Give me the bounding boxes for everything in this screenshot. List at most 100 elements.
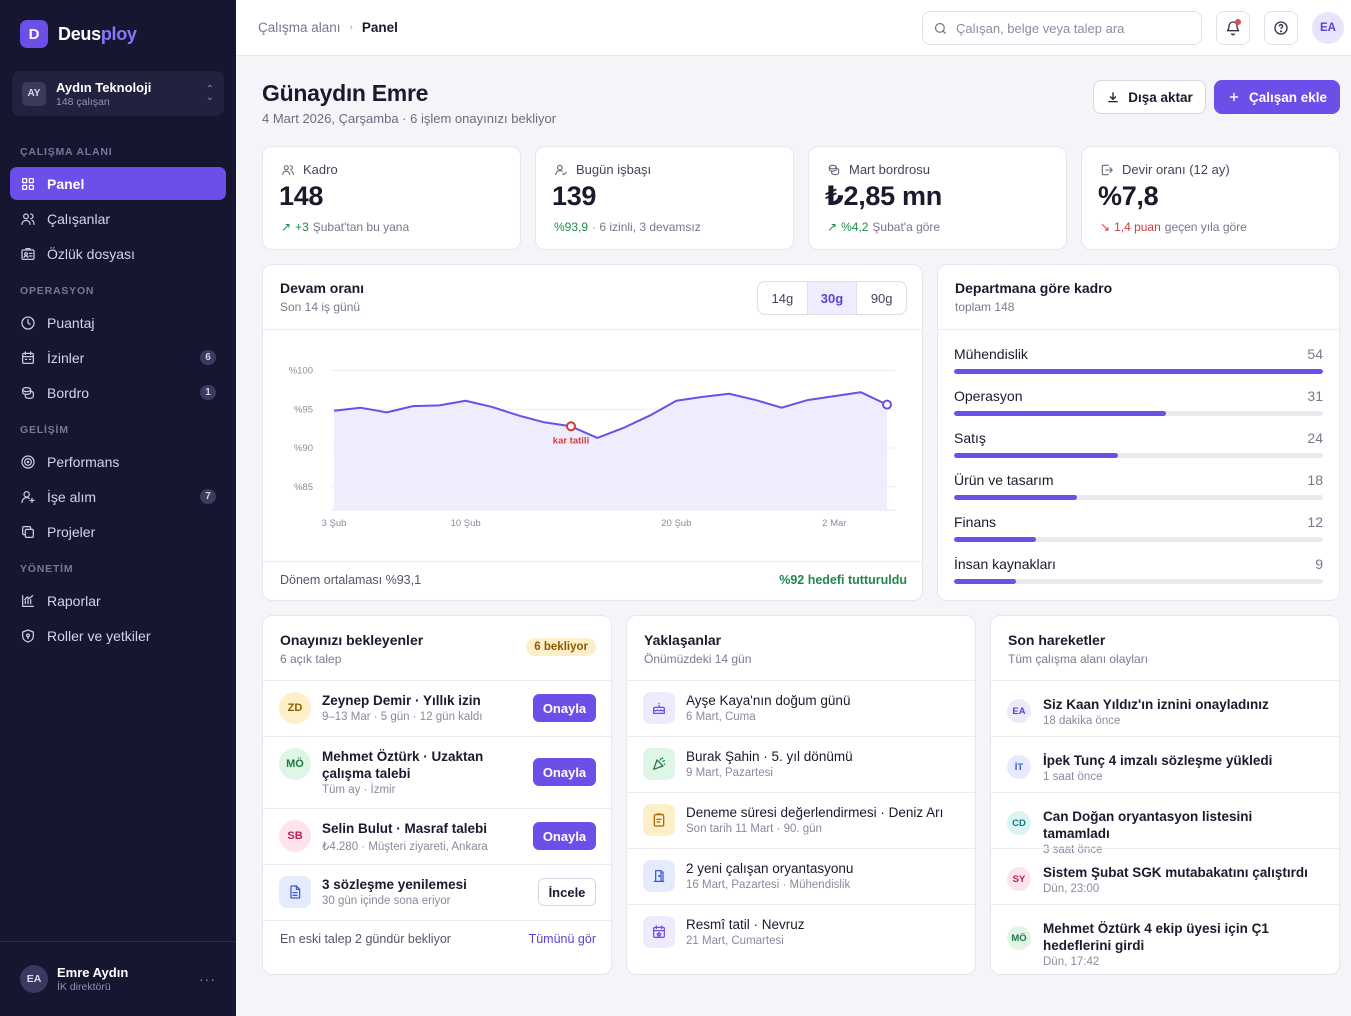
more-icon[interactable]: ··· [199, 971, 216, 987]
grid-icon [22, 177, 34, 190]
clipboard-icon [653, 813, 665, 827]
sidebar-item-label: Panel [47, 175, 85, 192]
range-14g[interactable]: 14g [758, 282, 808, 314]
dept-bar [954, 411, 1166, 416]
upcoming-title: Deneme süresi değerlendirmesi · Deniz Ar… [686, 805, 944, 820]
dept-bar [954, 453, 1118, 458]
export-button[interactable]: Dışa aktar [1093, 80, 1206, 114]
last-data-point[interactable] [882, 399, 892, 410]
activity-title: Son hareketler [1008, 632, 1106, 648]
approval-item[interactable]: ZD Zeynep Demir · Yıllık izin 9–13 Mar · 5… [279, 692, 519, 724]
review-button[interactable]: İncele [538, 878, 596, 906]
approve-button[interactable]: Onayla [533, 822, 596, 850]
approval-item[interactable]: MÖ Mehmet Öztürk · Uzaktan çalışma talebi… [279, 748, 519, 796]
kpi-note: geçen yıla göre [1164, 220, 1247, 234]
calendar-star-icon [653, 925, 665, 938]
page-title: Günaydın Emre [262, 80, 429, 106]
document-icon [290, 885, 301, 899]
brand[interactable]: D Deusploy [20, 20, 137, 48]
activity-title: Mehmet Öztürk 4 ekip üyesi için Ç1 hedef… [1043, 921, 1269, 953]
dept-name: Ürün ve tasarım [954, 472, 1054, 488]
activity-item[interactable]: SY Sistem Şubat SGK mutabakatını çalıştır… [1007, 864, 1327, 895]
sidebar-item-calisanlar[interactable]: Çalışanlar [10, 202, 226, 235]
help-button[interactable] [1264, 11, 1298, 45]
upcoming-title: Resmî tatil · Nevruz [686, 917, 805, 932]
notifications-button[interactable] [1216, 11, 1250, 45]
departments-title: Departmana göre kadro [955, 280, 1113, 296]
activity-item[interactable]: MÖ Mehmet Öztürk 4 ekip üyesi için Ç1 hed… [1007, 920, 1327, 968]
sidebar-item-projeler[interactable]: Projeler [10, 515, 226, 548]
party-icon [653, 757, 666, 770]
dept-bar-track [954, 537, 1323, 542]
view-all-link[interactable]: Tümünü gör [528, 932, 596, 946]
sidebar-item-label: İşe alım [47, 488, 97, 505]
user-plus-icon [21, 490, 35, 503]
range-30g[interactable]: 30g [807, 282, 858, 314]
sidebar-item-performans[interactable]: Performans [10, 445, 226, 478]
approval-item[interactable]: 3 sözleşme yenilemesi 30 gün içinde sona … [279, 876, 519, 908]
range-90g[interactable]: 90g [870, 290, 893, 306]
approve-button[interactable]: Onayla [533, 694, 596, 722]
activity-card: Son hareketler Tüm çalışma alanı olaylar… [990, 615, 1340, 975]
kpi-delta: +3 [295, 220, 309, 234]
dept-row-finans[interactable]: Finans 12 [954, 514, 1323, 542]
kpi-card-devir-orani-12-ay: Devir oranı (12 ay) %7,8 ↘ 1,4 puan geçen … [1081, 146, 1340, 250]
attendance-chart: %100 %95 %90 %85 kar tatili 3 Şub 10 Şub 20 Şub… [289, 366, 895, 529]
breadcrumb-root[interactable]: Çalışma alanı [258, 20, 341, 35]
sidebar-item-raporlar[interactable]: Raporlar [10, 584, 226, 617]
dept-bar-track [954, 453, 1323, 458]
sidebar-item-bordro[interactable]: Bordro 1 [10, 376, 226, 409]
approval-meta: 9–13 Mar · 5 gün · 12 gün kaldı [322, 711, 483, 723]
org-employee-count: 148 çalışan [56, 95, 110, 108]
sidebar-item-izinler[interactable]: İzinler 6 [10, 341, 226, 374]
dept-row-satis[interactable]: Satış 24 [954, 430, 1323, 458]
approve-button[interactable]: Onayla [533, 758, 596, 786]
calendar-icon [22, 350, 34, 364]
add-employee-button[interactable]: Çalışan ekle [1214, 80, 1340, 114]
topbar: Çalışma alanı › Panel EA [236, 0, 1351, 56]
activity-item[interactable]: İT İpek Tunç 4 imzalı sözleşme yükledi 1 s… [1007, 752, 1327, 783]
sidebar-item-label: Projeler [47, 523, 96, 540]
activity-item[interactable]: EA Siz Kaan Yıldız'ın iznini onayladınız 1… [1007, 696, 1327, 727]
org-switcher[interactable]: AY Aydın Teknoloji 148 çalışan ⌃ ⌄ [12, 71, 224, 116]
upcoming-item[interactable]: Deneme süresi değerlendirmesi · Deniz Ar… [643, 804, 963, 836]
dept-row-muhendislik[interactable]: Mühendislik 54 [954, 346, 1323, 374]
sidebar-item-puantaj[interactable]: Puantaj [10, 306, 226, 339]
kpi-note: · 6 izinli, 3 devamsız [592, 220, 701, 234]
oldest-request-note: En eski talep 2 gündür bekliyor [280, 932, 451, 946]
user-profile[interactable]: EA Emre Aydın İK direktörü ··· [0, 941, 236, 1016]
upcoming-item[interactable]: 2 yeni çalışan oryantasyonu 16 Mart, Paza… [643, 860, 963, 892]
avatar: SY [1007, 867, 1031, 891]
user-role: İK direktörü [57, 981, 111, 993]
upcoming-date: 21 Mart, Cumartesi [686, 935, 784, 947]
sidebar-item-label: Roller ve yetkiler [47, 627, 151, 644]
dept-row-operasyon[interactable]: Operasyon 31 [954, 388, 1323, 416]
target-status: %92 hedefi tutturuldu [779, 573, 907, 587]
attendance-subtitle: Son 14 iş günü [280, 300, 361, 314]
brand-logo: D [20, 20, 48, 48]
users-icon [282, 164, 294, 175]
upcoming-item[interactable]: Ayşe Kaya'nın doğum günü 6 Mart, Cuma [643, 692, 963, 724]
search-input[interactable] [956, 20, 1191, 36]
activity-title: Sistem Şubat SGK mutabakatını çalıştırdı [1043, 865, 1308, 880]
attendance-card: Devam oranı Son 14 iş günü 14g 30g 90g %10… [262, 264, 923, 601]
annotation-point[interactable] [566, 421, 576, 432]
account-avatar[interactable]: EA [1312, 12, 1344, 44]
activity-title: Siz Kaan Yıldız'ın iznini onayladınız [1043, 697, 1269, 712]
dept-row-urun-ve-tasarim[interactable]: Ürün ve tasarım 18 [954, 472, 1323, 500]
x-tick-label: 10 Şub [451, 518, 481, 529]
nav-section-title: ÇALIŞMA ALANI [20, 146, 113, 158]
sidebar-item-roller-ve-yetkiler[interactable]: Roller ve yetkiler [10, 619, 226, 652]
sidebar-item-panel[interactable]: Panel [10, 167, 226, 200]
dept-bar [954, 495, 1077, 500]
download-icon [1108, 92, 1118, 103]
approval-item[interactable]: SB Selin Bulut · Masraf talebi ₺4.280 · Mü… [279, 820, 519, 853]
sidebar-item-ozluk-dosyasi[interactable]: Özlük dosyası [10, 237, 226, 270]
upcoming-item[interactable]: Burak Şahin · 5. yıl dönümü 9 Mart, Pazar… [643, 748, 963, 780]
upcoming-item[interactable]: Resmî tatil · Nevruz 21 Mart, Cumartesi [643, 916, 963, 948]
activity-item[interactable]: CD Can Doğan oryantasyon listesini tamaml… [1007, 808, 1327, 856]
activity-time: Dün, 23:00 [1043, 883, 1100, 895]
search-box[interactable] [922, 11, 1202, 45]
dept-row-insan-kaynaklari[interactable]: İnsan kaynakları 9 [954, 556, 1323, 584]
sidebar-item-ise-alim[interactable]: İşe alım 7 [10, 480, 226, 513]
